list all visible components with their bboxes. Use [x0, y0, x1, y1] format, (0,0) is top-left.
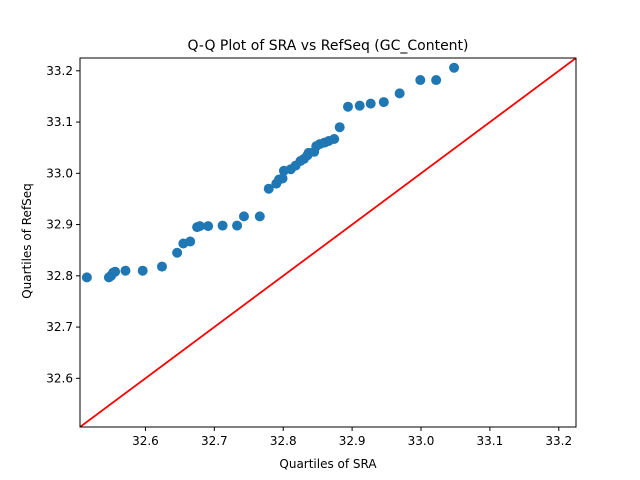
- scatter-point: [172, 247, 183, 258]
- scatter-point: [431, 75, 442, 86]
- x-tick-label: 32.7: [201, 434, 228, 448]
- axes-frame: [79, 57, 577, 428]
- chart-title: Q-Q Plot of SRA vs RefSeq (GC_Content): [187, 38, 468, 54]
- scatter-point: [263, 183, 274, 194]
- scatter-point: [156, 261, 167, 272]
- scatter-point: [217, 220, 228, 231]
- y-tick-label: 33.0: [46, 166, 73, 180]
- scatter-point: [232, 220, 243, 231]
- scatter-point: [329, 133, 340, 144]
- scatter-point: [254, 211, 265, 222]
- scatter-point: [110, 266, 121, 277]
- scatter-point: [277, 173, 288, 184]
- scatter-point: [354, 100, 365, 111]
- scatter-point: [238, 211, 249, 222]
- scatter-point: [365, 98, 376, 109]
- y-tick-label: 32.6: [46, 371, 73, 385]
- scatter-point: [194, 221, 205, 232]
- plot-area: 32.6 32.7 32.8 32.9 33.0 33.1 33.2 32.6 32.7 32.8…: [46, 57, 577, 448]
- scatter-point: [415, 75, 426, 86]
- y-tick-label: 32.7: [46, 320, 73, 334]
- x-axis-label: Quartiles of SRA: [279, 457, 377, 471]
- x-tick-label: 33.1: [477, 434, 504, 448]
- scatter-point: [449, 62, 460, 73]
- scatter-point: [394, 88, 405, 99]
- y-tick-label: 32.9: [46, 218, 73, 232]
- x-tick-label: 33.0: [408, 434, 435, 448]
- x-tick-label: 32.8: [270, 434, 297, 448]
- y-tick-label: 33.2: [46, 64, 73, 78]
- scatter-point: [378, 97, 389, 108]
- x-tick-label: 32.9: [339, 434, 366, 448]
- scatter-point: [185, 236, 196, 247]
- scatter-point: [120, 265, 131, 276]
- y-axis-label: Quartiles of RefSeq: [20, 183, 34, 299]
- x-tick-label: 33.2: [545, 434, 572, 448]
- y-tick-label: 33.1: [46, 115, 73, 129]
- scatter-point: [203, 221, 214, 232]
- reference-line: [80, 58, 576, 427]
- x-tick-label: 32.6: [132, 434, 159, 448]
- scatter-point: [334, 122, 345, 133]
- scatter-series: [81, 62, 460, 283]
- scatter-point: [81, 272, 92, 283]
- scatter-point: [137, 265, 148, 276]
- scatter-point: [342, 101, 353, 112]
- y-tick-label: 32.8: [46, 269, 73, 283]
